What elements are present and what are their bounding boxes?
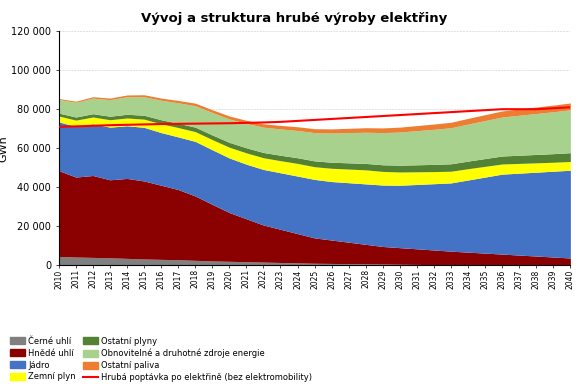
Y-axis label: GWh: GWh xyxy=(0,135,8,161)
Text: Vývoj a struktura hrubé výroby elektřiny: Vývoj a struktura hrubé výroby elektřiny xyxy=(141,12,447,25)
Legend: Černé uhlí, Hnědé uhlí, Jádro, Zemní plyn, Ostatní plyny, Obnovitelné a druhotné: Černé uhlí, Hnědé uhlí, Jádro, Zemní ply… xyxy=(10,337,312,382)
